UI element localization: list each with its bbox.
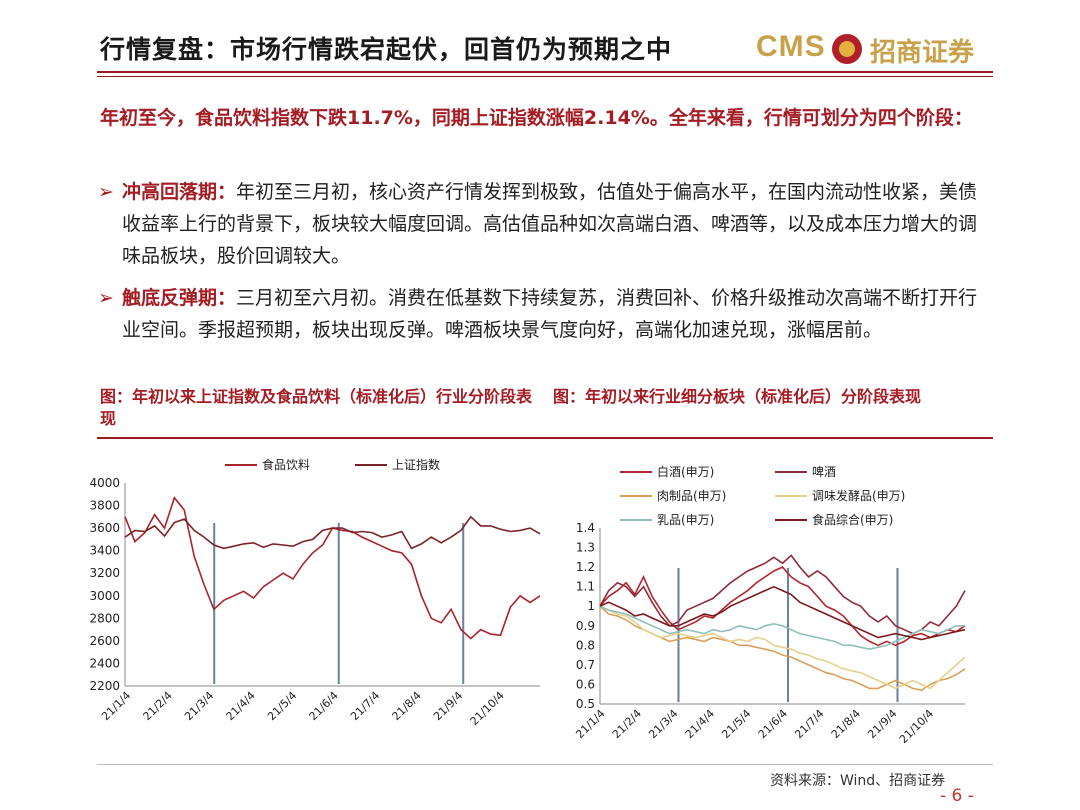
y-tick-label: 3200 <box>89 566 120 580</box>
y-tick-label: 2400 <box>89 656 120 670</box>
caption-rule <box>97 437 993 439</box>
series-line <box>599 605 966 690</box>
legend-label: 啤酒 <box>812 464 836 479</box>
page-title: 行情复盘：市场行情跌宕起伏，回首仍为预期之中 <box>100 35 673 64</box>
bullet-lead: 冲高回落期： <box>122 181 237 203</box>
x-tick-label: 21/4/4 <box>224 689 258 723</box>
x-tick-label: 21/7/4 <box>348 689 382 723</box>
summary-text: 年初至今，食品饮料指数下跌11.7%，同期上证指数涨幅2.14%。全年来看，行情… <box>100 107 973 129</box>
x-tick-label: 21/3/4 <box>182 689 216 723</box>
bullet-item: ➢ 触底反弹期：三月初至六月初。消费在低基数下持续复苏，消费回补、价格升级推动次… <box>98 282 990 346</box>
left-chart: 2200 2400 2600 2800 3000 3200 3400 3600 3800 4000… <box>85 448 555 758</box>
legend-label: 肉制品(申万) <box>657 489 726 503</box>
left-chart-svg: 2200 2400 2600 2800 3000 3200 3400 3600 3800 4000… <box>89 457 541 728</box>
legend-label: 食品饮料 <box>262 457 310 472</box>
x-tick-label: 21/1/4 <box>573 707 607 741</box>
y-tick-label: 0.6 <box>576 677 595 691</box>
x-tick-label: 21/8/4 <box>390 689 424 723</box>
x-tick-label: 21/10/4 <box>897 707 936 746</box>
bullet-arrow-icon: ➢ <box>98 181 114 203</box>
y-tick-label: 1.4 <box>576 521 595 535</box>
y-tick-label: 1.3 <box>576 541 595 555</box>
logo-cms-text: CMS <box>756 30 826 63</box>
x-tick-label: 21/5/4 <box>719 707 753 741</box>
series-line <box>124 496 541 640</box>
x-tick-label: 21/4/4 <box>683 707 717 741</box>
logo-cn-text: 招商证券 <box>870 38 975 68</box>
footer-rule <box>97 764 993 765</box>
y-tick-label: 2200 <box>89 679 120 693</box>
bullet-text: 三月初至六月初。消费在低基数下持续复苏，消费回补、价格升级推动次高端不断打开行业… <box>122 287 978 341</box>
series-line <box>599 605 965 651</box>
series-line <box>124 515 541 550</box>
legend-label: 乳品(申万) <box>657 513 714 527</box>
x-tick-label: 21/10/4 <box>468 689 507 728</box>
x-tick-label: 21/8/4 <box>829 707 863 741</box>
x-tick-label: 21/2/4 <box>141 689 175 723</box>
x-tick-label: 21/9/4 <box>865 707 899 741</box>
legend-label: 食品综合(申万) <box>812 512 893 527</box>
header-rule <box>97 71 993 73</box>
y-tick-label: 2600 <box>89 634 120 648</box>
header-rule-thin <box>97 76 993 77</box>
y-tick-label: 2800 <box>89 611 120 625</box>
x-tick-label: 21/6/4 <box>307 689 341 723</box>
bullet-text: 年初至三月初，核心资产行情发挥到极致，估值处于偏高水平，在国内流动性收紧，美债收… <box>122 181 978 267</box>
y-tick-label: 0.7 <box>576 658 595 672</box>
series-line <box>599 566 966 647</box>
series-line <box>599 554 966 635</box>
y-tick-label: 4000 <box>89 476 120 490</box>
y-tick-label: 0.8 <box>576 638 595 652</box>
x-tick-label: 21/9/4 <box>431 689 465 723</box>
y-tick-label: 3000 <box>89 589 120 603</box>
bullet-arrow-icon: ➢ <box>98 287 114 309</box>
x-tick-label: 21/5/4 <box>265 689 299 723</box>
x-tick-label: 21/6/4 <box>756 707 790 741</box>
y-tick-label: 3800 <box>89 499 120 513</box>
bullet-item: ➢ 冲高回落期：年初至三月初，核心资产行情发挥到极致，估值处于偏高水平，在国内流… <box>98 176 990 272</box>
y-tick-label: 1 <box>587 599 595 613</box>
y-tick-label: 3400 <box>89 544 120 558</box>
legend-label: 调味发酵品(申万) <box>812 488 905 503</box>
x-tick-label: 21/7/4 <box>792 707 826 741</box>
y-tick-label: 1.2 <box>576 560 595 574</box>
x-tick-label: 21/2/4 <box>610 707 644 741</box>
y-tick-label: 3600 <box>89 521 120 535</box>
cms-logo: CMS 招商证券 <box>756 28 996 68</box>
x-tick-label: 21/3/4 <box>646 707 680 741</box>
y-tick-label: 0.9 <box>576 619 595 633</box>
series-line <box>599 585 966 641</box>
bullet-lead: 触底反弹期： <box>122 287 237 309</box>
right-chart: 0.5 0.6 0.7 0.8 0.9 1 1.1 1.2 1.3 1.4 21/1/4 21/2/4… <box>560 455 1000 760</box>
y-tick-label: 1.1 <box>576 580 595 594</box>
right-chart-caption: 图：年初以来行业细分板块（标准化后）分阶段表现 <box>553 387 922 406</box>
x-tick-label: 21/1/4 <box>99 689 133 723</box>
legend-label: 白酒(申万) <box>657 464 714 479</box>
source-note: 资料来源：Wind、招商证券 <box>770 773 946 789</box>
y-tick-label: 0.5 <box>576 697 595 711</box>
legend-label: 上证指数 <box>392 457 440 472</box>
page-number: - 6 - <box>940 786 974 806</box>
right-chart-svg: 0.5 0.6 0.7 0.8 0.9 1 1.1 1.2 1.3 1.4 21/1/4 21/2/4… <box>573 464 966 746</box>
logo-seal-icon <box>832 34 862 64</box>
left-chart-caption: 图：年初以来上证指数及食品饮料（标准化后）行业分阶段表现 <box>100 387 533 428</box>
